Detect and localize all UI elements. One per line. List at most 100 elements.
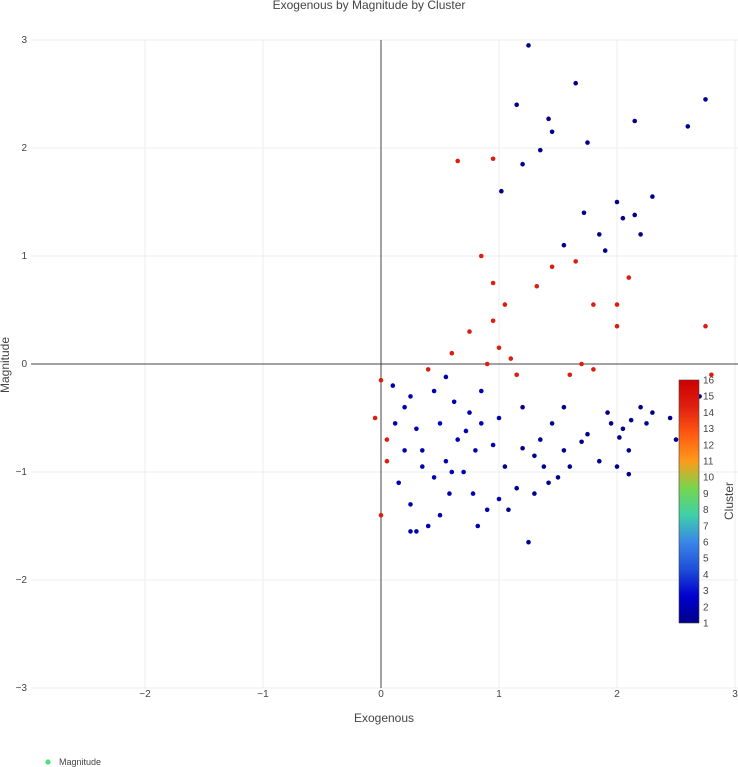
data-point <box>614 323 620 329</box>
data-point <box>638 404 643 410</box>
y-tick-label: 0 <box>21 359 27 370</box>
data-point <box>532 453 537 459</box>
colorbar-tick-label: 11 <box>703 457 714 468</box>
data-point <box>620 215 626 221</box>
data-point <box>709 372 714 378</box>
x-tick-label: 1 <box>496 689 502 700</box>
data-point <box>585 431 590 437</box>
colorbar-tick-label: 2 <box>703 602 709 613</box>
data-point <box>549 264 555 270</box>
colorbar-tick-label: 12 <box>703 440 715 451</box>
legend-marker <box>45 759 51 765</box>
data-point <box>402 404 407 410</box>
colorbar-tick-label: 4 <box>703 570 709 581</box>
data-point <box>408 529 413 534</box>
colorbar-tick-label: 8 <box>703 505 709 516</box>
data-point <box>614 199 620 205</box>
data-point <box>425 367 431 372</box>
colorbar-tick-label: 1 <box>703 619 709 630</box>
data-point <box>467 329 472 334</box>
colorbar-tick-label: 10 <box>703 473 715 484</box>
data-point <box>526 43 531 48</box>
x-tick-label: −1 <box>257 689 269 700</box>
data-point <box>414 426 419 432</box>
data-point <box>520 404 525 410</box>
data-point <box>573 259 578 264</box>
data-point <box>372 415 378 421</box>
data-point <box>506 507 511 513</box>
data-point <box>384 437 390 442</box>
data-point <box>514 485 519 491</box>
data-point <box>567 372 573 378</box>
data-point <box>490 442 496 448</box>
data-point <box>390 383 396 388</box>
data-point <box>532 491 537 496</box>
data-point <box>484 361 490 367</box>
data-point <box>420 448 425 453</box>
data-point <box>538 147 543 153</box>
data-point <box>378 377 384 383</box>
data-point <box>534 283 540 289</box>
data-point <box>620 426 626 432</box>
data-point <box>443 374 449 380</box>
data-point <box>414 529 419 534</box>
data-point <box>538 437 543 442</box>
data-point <box>473 448 478 453</box>
data-point <box>479 388 484 394</box>
x-tick-label: 3 <box>732 689 738 700</box>
data-point <box>449 469 455 475</box>
colorbar-tick-label: 3 <box>703 586 709 597</box>
data-point <box>425 523 431 529</box>
data-point <box>455 437 461 442</box>
data-point <box>420 464 425 469</box>
data-point <box>378 512 384 518</box>
colorbar-tick-label: 5 <box>703 554 709 565</box>
x-axis-title: Exogenous <box>354 711 414 725</box>
y-tick-label: 1 <box>21 251 27 262</box>
data-point <box>585 140 590 145</box>
data-point <box>384 458 390 464</box>
data-point <box>581 210 587 216</box>
data-point <box>546 480 551 486</box>
data-point <box>597 232 602 237</box>
y-tick-label: −1 <box>16 467 28 478</box>
y-tick-labels: −3 −2 −1 0 1 2 3 <box>16 35 28 694</box>
data-point <box>605 410 610 415</box>
colorbar-tick-label: 6 <box>703 538 709 549</box>
y-tick-label: −3 <box>16 683 28 694</box>
colorbar-tick-label: 7 <box>703 521 709 532</box>
legend[interactable]: Magnitude <box>45 757 101 767</box>
data-point <box>508 356 514 361</box>
colorbar-title: Cluster <box>722 482 736 520</box>
data-point <box>490 318 496 324</box>
x-tick-label: 2 <box>614 689 620 700</box>
data-point <box>626 275 632 280</box>
colorbar-tick-label: 14 <box>703 408 715 419</box>
data-point <box>541 464 547 469</box>
data-point <box>650 410 655 415</box>
data-point <box>447 491 452 496</box>
colorbar-tick-label: 13 <box>703 424 715 435</box>
data-point <box>579 361 584 367</box>
data-point <box>638 232 643 237</box>
data-point <box>626 448 632 453</box>
data-point <box>567 464 573 469</box>
data-point <box>467 410 472 415</box>
data-point <box>644 421 649 426</box>
data-point <box>470 491 476 496</box>
data-point <box>561 448 567 453</box>
data-point <box>443 458 449 464</box>
data-point <box>437 421 443 426</box>
data-point <box>402 448 407 453</box>
data-point <box>502 464 508 469</box>
data-point <box>667 415 673 421</box>
data-point <box>514 102 519 108</box>
data-point <box>703 97 708 102</box>
colorbar-tick-label: 9 <box>703 489 709 500</box>
colorbar-tick-label: 15 <box>703 392 715 403</box>
data-point <box>632 212 637 218</box>
data-point <box>703 323 708 329</box>
data-point <box>449 350 455 356</box>
